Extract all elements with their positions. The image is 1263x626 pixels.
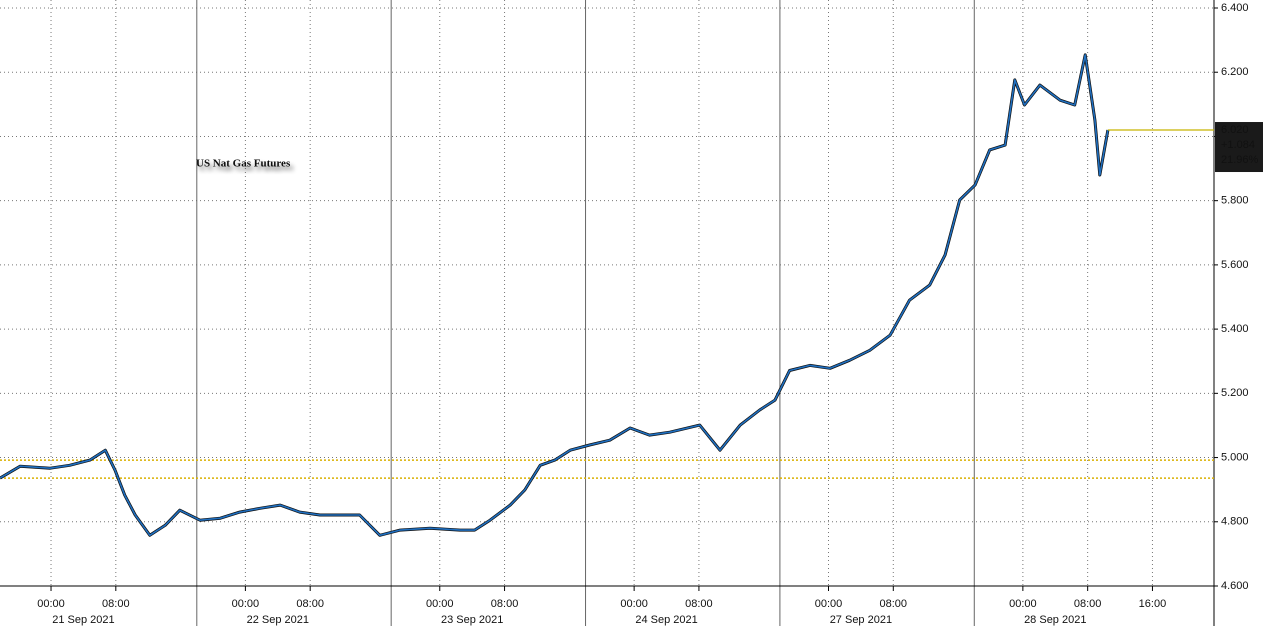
y-tick-label: 5.200 <box>1221 387 1249 399</box>
x-tick-label: 00:00 <box>815 598 843 610</box>
change-pct-label: 21.96% <box>1221 154 1259 166</box>
y-tick-label: 5.000 <box>1221 451 1249 463</box>
y-tick-label: 5.400 <box>1221 323 1249 335</box>
last-price-label: 6.020 <box>1221 124 1249 136</box>
change-label: +1.084 <box>1221 139 1255 151</box>
x-tick-label: 08:00 <box>880 598 908 610</box>
y-tick-label: 4.600 <box>1221 580 1249 592</box>
chart-title: US Nat Gas Futures <box>196 158 291 170</box>
y-tick-label: 6.200 <box>1221 66 1249 78</box>
date-label: 24 Sep 2021 <box>635 614 697 626</box>
price-line <box>0 54 1109 537</box>
y-tick-label: 5.800 <box>1221 195 1249 207</box>
x-tick-label: 08:00 <box>296 598 324 610</box>
date-label: 21 Sep 2021 <box>52 614 114 626</box>
date-label: 27 Sep 2021 <box>830 614 892 626</box>
last-price-box <box>1215 122 1263 173</box>
x-tick-label: 00:00 <box>426 598 454 610</box>
date-label: 23 Sep 2021 <box>441 614 503 626</box>
x-tick-label: 08:00 <box>491 598 519 610</box>
date-label: 22 Sep 2021 <box>247 614 309 626</box>
x-tick-label: 08:00 <box>102 598 130 610</box>
x-tick-label: 08:00 <box>1074 598 1102 610</box>
y-tick-label: 5.600 <box>1221 259 1249 271</box>
x-tick-label: 00:00 <box>1009 598 1037 610</box>
date-label: 28 Sep 2021 <box>1024 614 1086 626</box>
x-tick-label: 00:00 <box>620 598 648 610</box>
y-tick-label: 6.400 <box>1221 2 1249 14</box>
x-tick-label: 08:00 <box>685 598 713 610</box>
y-tick-label: 4.800 <box>1221 516 1249 528</box>
x-tick-label: 16:00 <box>1139 598 1167 610</box>
x-tick-label: 00:00 <box>37 598 65 610</box>
x-tick-label: 00:00 <box>232 598 260 610</box>
